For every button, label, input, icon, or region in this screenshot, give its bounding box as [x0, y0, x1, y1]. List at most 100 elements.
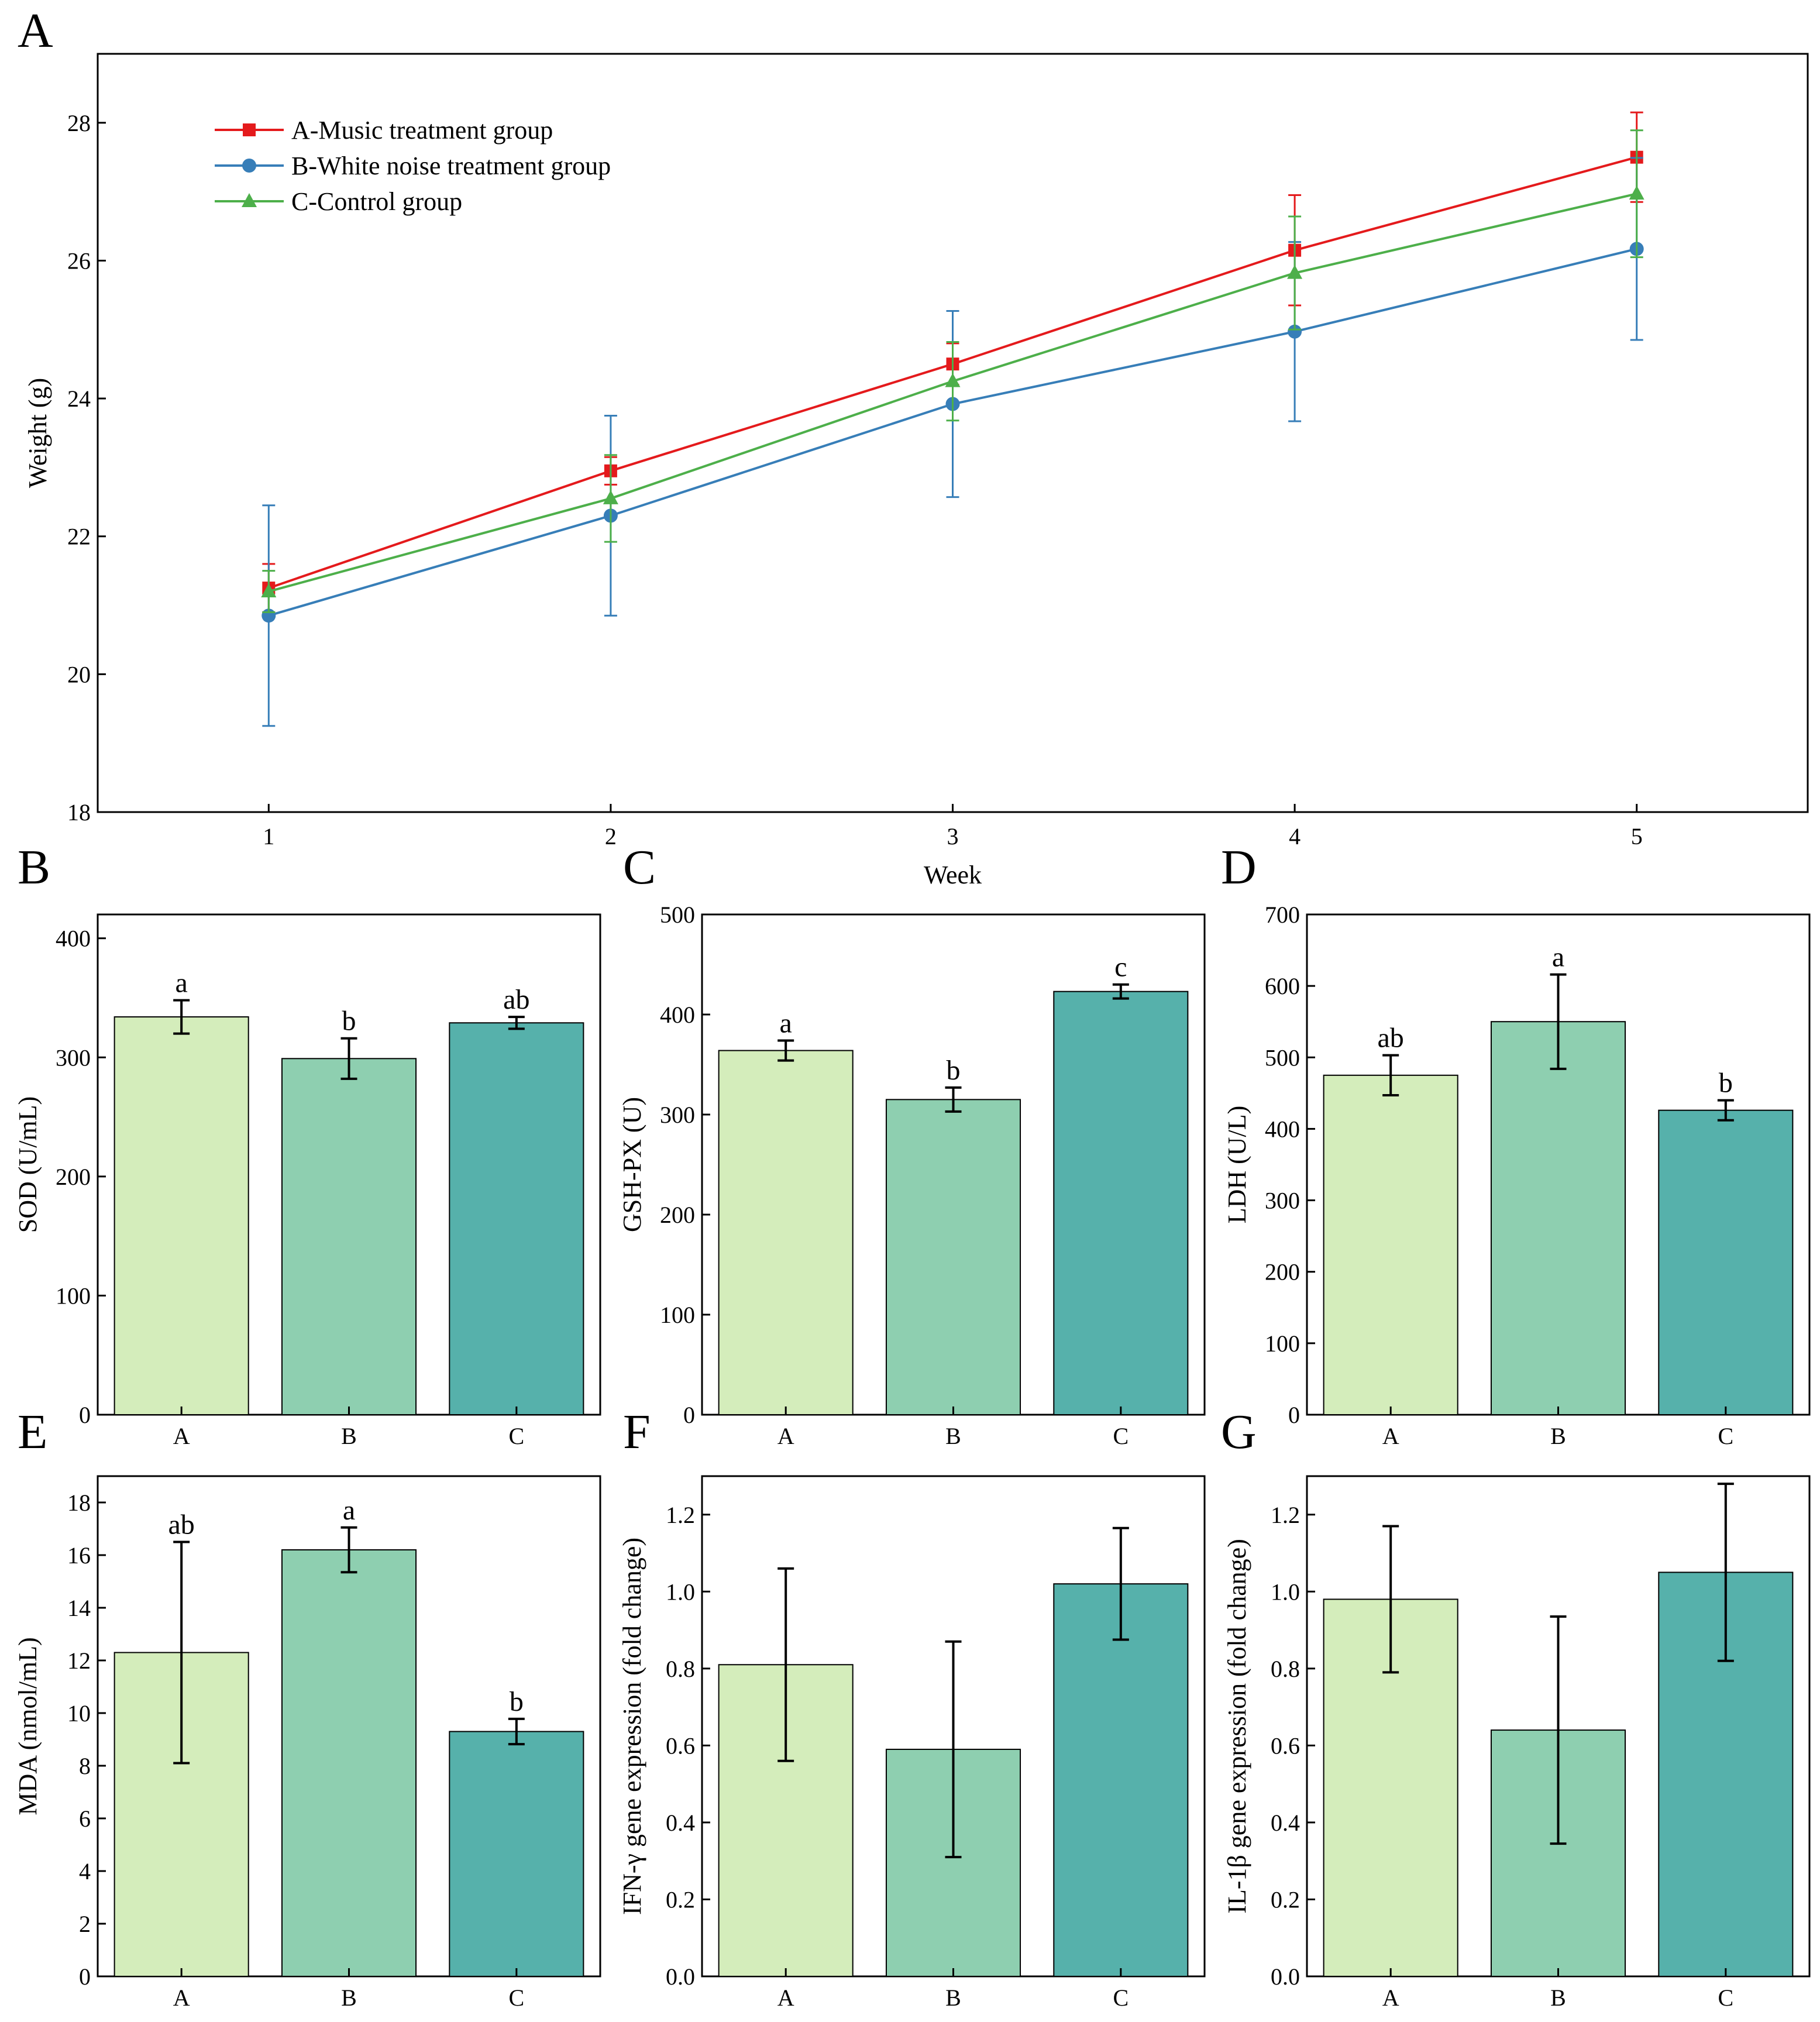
y-tick-label: 300: [1265, 1188, 1300, 1214]
y-tick-label: 0.6: [666, 1732, 695, 1759]
y-tick-label: 18: [67, 1490, 91, 1516]
y-tick-label: 200: [660, 1202, 695, 1228]
y-tick-label: 28: [67, 110, 91, 136]
significance-label: ab: [1378, 1023, 1404, 1054]
legend-label: A-Music treatment group: [291, 116, 553, 145]
y-tick-label: 0.2: [666, 1886, 695, 1913]
panel-e: E 0 2 4 6 8 10 12 14 16 18 MDA (nmol/mL) Aab Ba Cb: [13, 1405, 601, 2011]
bar-c: [1658, 1109, 1794, 1415]
y-tick-label: 1.0: [666, 1579, 695, 1605]
bar-c: [1053, 991, 1189, 1416]
legend-label: C-Control group: [291, 187, 462, 216]
significance-label: b: [947, 1055, 961, 1086]
y-tick-label: 0.4: [666, 1810, 695, 1836]
x-tick-label: C: [1718, 1985, 1733, 2011]
panel-letter-d: D: [1221, 840, 1257, 895]
bar-b: [1490, 1021, 1626, 1415]
y-axis-title: SOD (U/mL): [13, 1096, 42, 1233]
y-tick-label: 14: [67, 1595, 91, 1621]
series-white-noise: [262, 157, 1644, 727]
significance-label: a: [176, 968, 188, 999]
bar-c: [1053, 1583, 1189, 1977]
data-point: [1629, 185, 1644, 200]
y-tick-label: 10: [67, 1700, 91, 1727]
panel-b: B 0 100 200 300 400 SOD (U/mL) Aa Bb Cab: [13, 840, 601, 1449]
panel-a: A 18 20 22 24 26 28 Weight (g) 1 2 3 4 5 Week A-Music …: [18, 4, 1809, 889]
panel-letter-f: F: [623, 1405, 651, 1459]
bar-a: [1323, 1074, 1458, 1415]
y-tick-label: 1.2: [1271, 1502, 1300, 1528]
y-tick-label: 12: [67, 1648, 91, 1674]
y-tick-label: 0.2: [1271, 1886, 1300, 1913]
x-tick-label: B: [341, 1423, 357, 1449]
legend-entry: A-Music treatment group: [215, 116, 553, 145]
x-tick-label: C: [508, 1423, 524, 1449]
panel-letter-c: C: [623, 840, 656, 895]
bar-b: [885, 1099, 1021, 1415]
x-tick-label: 4: [1289, 823, 1301, 850]
x-axis-title: Week: [924, 861, 982, 889]
significance-label: ab: [503, 984, 529, 1015]
bar-b: [281, 1058, 417, 1415]
y-tick-label: 0.0: [666, 1963, 695, 1990]
y-tick-label: 700: [1265, 902, 1300, 928]
x-tick-label: A: [1382, 1985, 1399, 2011]
x-tick-label: 2: [605, 823, 617, 850]
x-tick-label: B: [945, 1423, 961, 1449]
data-point: [945, 373, 961, 387]
data-point: [1288, 324, 1302, 339]
y-tick-label: 300: [660, 1102, 695, 1128]
x-tick-label: A: [173, 1423, 190, 1449]
x-tick-label: 1: [263, 823, 274, 850]
y-tick-label: 0.4: [1271, 1810, 1300, 1836]
bar-a: [113, 1016, 249, 1415]
y-tick-label: 0: [683, 1402, 695, 1428]
y-tick-label: 22: [67, 524, 91, 550]
y-tick-label: 500: [1265, 1044, 1300, 1071]
x-tick-label: B: [945, 1985, 961, 2011]
y-tick-label: 200: [1265, 1259, 1300, 1285]
panel-c: C 0 100 200 300 400 500 GSH-PX (U) Aa Bb Cc: [618, 840, 1206, 1449]
y-tick-label: 0.0: [1271, 1963, 1300, 1990]
x-tick-label: B: [341, 1985, 357, 2011]
y-axis-title: MDA (nmol/mL): [13, 1637, 42, 1815]
data-point: [1287, 264, 1303, 279]
data-point: [261, 583, 277, 597]
y-tick-label: 0.8: [666, 1656, 695, 1682]
y-axis-title: Weight (g): [23, 378, 52, 488]
y-tick-label: 0.6: [1271, 1732, 1300, 1759]
y-tick-label: 500: [660, 902, 695, 928]
y-tick-label: 2: [79, 1911, 91, 1937]
y-tick-label: 26: [67, 247, 91, 274]
significance-label: b: [342, 1006, 356, 1037]
x-tick-label: C: [1113, 1985, 1129, 2011]
y-axis-title: IL-1β gene expression (fold change): [1223, 1539, 1251, 1914]
x-tick-label: 3: [947, 823, 959, 850]
y-tick-label: 400: [1265, 1116, 1300, 1142]
y-tick-label: 0.8: [1271, 1656, 1300, 1682]
significance-label: ab: [168, 1509, 195, 1540]
y-tick-label: 100: [660, 1302, 695, 1328]
y-tick-label: 200: [56, 1164, 91, 1190]
y-tick-label: 6: [79, 1806, 91, 1832]
significance-label: b: [1719, 1068, 1733, 1099]
panel-letter-a: A: [18, 4, 53, 58]
bar-a: [718, 1050, 854, 1416]
legend-marker: [242, 193, 257, 207]
y-tick-label: 16: [67, 1542, 91, 1569]
x-tick-label: C: [1113, 1423, 1129, 1449]
legend-entry: B-White noise treatment group: [215, 152, 611, 180]
x-tick-label: B: [1550, 1985, 1566, 2011]
legend-label: B-White noise treatment group: [291, 152, 611, 180]
panel-d: D 0 100 200 300 400 500 600 700 LDH (U/L) Aab Ba Cb: [1221, 840, 1811, 1449]
panel-letter-b: B: [18, 840, 50, 895]
y-tick-label: 8: [79, 1753, 91, 1779]
x-tick-label: 5: [1631, 823, 1643, 850]
significance-label: a: [343, 1495, 355, 1526]
significance-label: b: [510, 1686, 524, 1717]
x-tick-label: A: [173, 1985, 190, 2011]
y-tick-label: 300: [56, 1044, 91, 1071]
panel-g: G 0.0 0.2 0.4 0.6 0.8 1.0 1.2 IL-1β gene express…: [1221, 1405, 1811, 2011]
y-tick-label: 0: [79, 1402, 91, 1428]
